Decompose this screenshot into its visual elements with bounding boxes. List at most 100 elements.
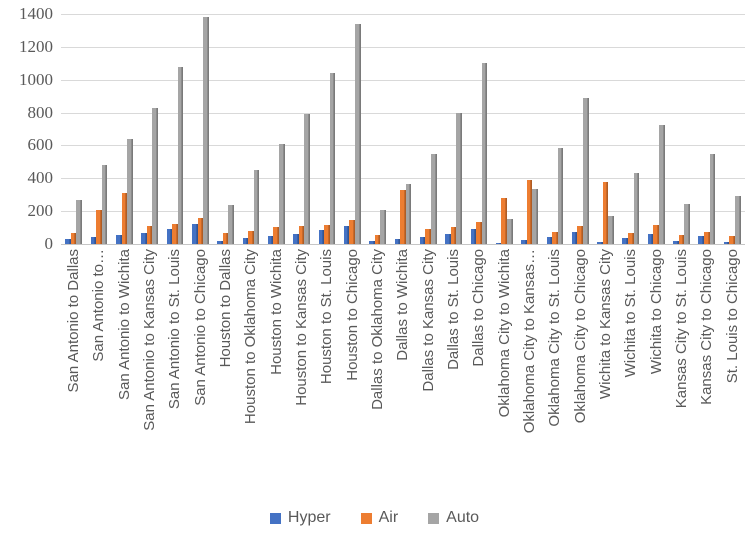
bar-hyper: [622, 238, 629, 244]
x-tick-label: San Antonio to Kansas City: [137, 249, 162, 481]
bar-air: [273, 226, 280, 244]
bar-hyper: [723, 241, 730, 244]
gridline: [61, 178, 745, 180]
bar-group: [492, 14, 517, 244]
bar-group: [517, 14, 542, 244]
bar-hyper: [419, 236, 426, 244]
bar-hyper: [698, 236, 705, 244]
x-tick-label: San Antonio to Wichita: [112, 249, 137, 481]
bar-air: [653, 225, 659, 244]
x-tick-label: San Antonio to Dallas: [61, 249, 86, 481]
y-tick-label: 1200: [19, 36, 53, 56]
x-tick-label-text: St. Louis to Chicago: [723, 249, 741, 384]
bar-hyper: [495, 242, 502, 244]
x-tick-label: Houston to Wichita: [264, 249, 289, 481]
bar-group: [644, 14, 669, 244]
bar-air: [146, 226, 153, 244]
bar-hyper: [191, 224, 198, 244]
legend-item-auto: Auto: [428, 510, 479, 526]
bar-hyper: [470, 228, 477, 244]
bar-group: [365, 14, 390, 244]
y-axis: 0 200 400 600 800 1000 1200 1400: [0, 4, 54, 253]
bar-group: [238, 14, 263, 244]
bar-group: [441, 14, 466, 244]
x-tick-label: Houston to Kansas City: [289, 249, 314, 481]
bar-auto: [507, 218, 513, 244]
bar-air: [552, 231, 558, 244]
x-tick-label-text: Oklahoma City to St. Louis: [546, 249, 564, 427]
bar-group: [568, 14, 593, 244]
bar-group: [264, 14, 289, 244]
bar-auto: [456, 112, 462, 244]
bar-hyper: [571, 231, 578, 244]
x-tick-label: San Antonio to…: [86, 249, 111, 481]
bar-hyper: [647, 234, 654, 244]
x-tick-label-text: San Antonio to Kansas City: [141, 249, 159, 431]
x-tick-label-text: Dallas to Chicago: [470, 249, 488, 367]
bar-group: [137, 14, 162, 244]
bar-air: [197, 217, 204, 244]
bar-air: [729, 236, 735, 244]
x-tick-label: Oklahoma City to Chicago: [568, 249, 593, 481]
legend: Hyper Air Auto: [0, 505, 749, 531]
gridline: [61, 79, 745, 81]
bar-auto: [557, 147, 564, 244]
bar-group: [669, 14, 694, 244]
bar-hyper: [394, 239, 401, 244]
x-tick-label: Houston to Dallas: [213, 249, 238, 481]
plot-area: [61, 14, 745, 245]
bar-auto: [355, 23, 361, 244]
x-axis-labels: San Antonio to Dallas San Antonio to… San …: [61, 249, 745, 481]
x-tick-label: Dallas to Kansas City: [416, 249, 441, 481]
x-tick-label: Houston to Oklahoma City: [238, 249, 263, 481]
x-tick-label-text: Houston to Dallas: [217, 249, 235, 368]
x-tick-label: St. Louis to Chicago: [720, 249, 745, 481]
bar-air: [602, 181, 609, 244]
bar-auto: [709, 153, 716, 244]
x-tick-label: Houston to Chicago: [340, 249, 365, 481]
bar-group: [86, 14, 111, 244]
bar-auto: [431, 153, 437, 244]
bar-group: [213, 14, 238, 244]
x-tick-label-text: San Antonio to Dallas: [65, 249, 83, 393]
bar-air: [526, 179, 533, 244]
bar-air: [121, 193, 128, 244]
x-tick-label-text: Houston to Kansas City: [293, 249, 311, 406]
x-tick-label: Oklahoma City to Kansas…: [517, 249, 542, 481]
bar-group: [416, 14, 441, 244]
x-tick-label-text: Wichita to Chicago: [647, 249, 665, 375]
gridline: [61, 112, 745, 114]
bar-group: [390, 14, 415, 244]
bar-auto: [405, 184, 412, 244]
y-tick-label: 800: [27, 102, 54, 122]
y-tick-label: 1000: [19, 69, 53, 89]
gridline: [61, 145, 745, 147]
bar-group: [314, 14, 339, 244]
bar-hyper: [65, 239, 71, 244]
x-tick-label-text: Dallas to Kansas City: [419, 249, 437, 392]
x-tick-label-text: Wichita to St. Louis: [622, 249, 640, 378]
bar-group: [466, 14, 491, 244]
x-tick-label-text: San Antonio to…: [90, 249, 108, 362]
x-tick-label-text: Wichita to Kansas City: [597, 249, 615, 400]
bar-group: [720, 14, 745, 244]
bar-auto: [633, 173, 640, 244]
bar-group: [188, 14, 213, 244]
legend-item-hyper: Hyper: [269, 510, 331, 526]
x-tick-label-text: Dallas to Wichita: [394, 249, 412, 361]
y-tick-label: 400: [27, 168, 54, 188]
bar-auto: [608, 215, 614, 244]
x-tick-label: Wichita to St. Louis: [618, 249, 643, 481]
bar-hyper: [343, 225, 350, 244]
bar-group: [542, 14, 567, 244]
bar-air: [172, 224, 178, 244]
bar-auto: [481, 63, 488, 244]
bar-hyper: [242, 238, 249, 244]
bar-air: [628, 232, 634, 244]
bar-auto: [279, 143, 285, 244]
bar-hyper: [166, 228, 173, 244]
bar-hyper: [546, 236, 553, 244]
legend-label: Auto: [446, 509, 480, 526]
legend-swatch-auto: [428, 512, 440, 524]
bar-hyper: [141, 232, 147, 244]
